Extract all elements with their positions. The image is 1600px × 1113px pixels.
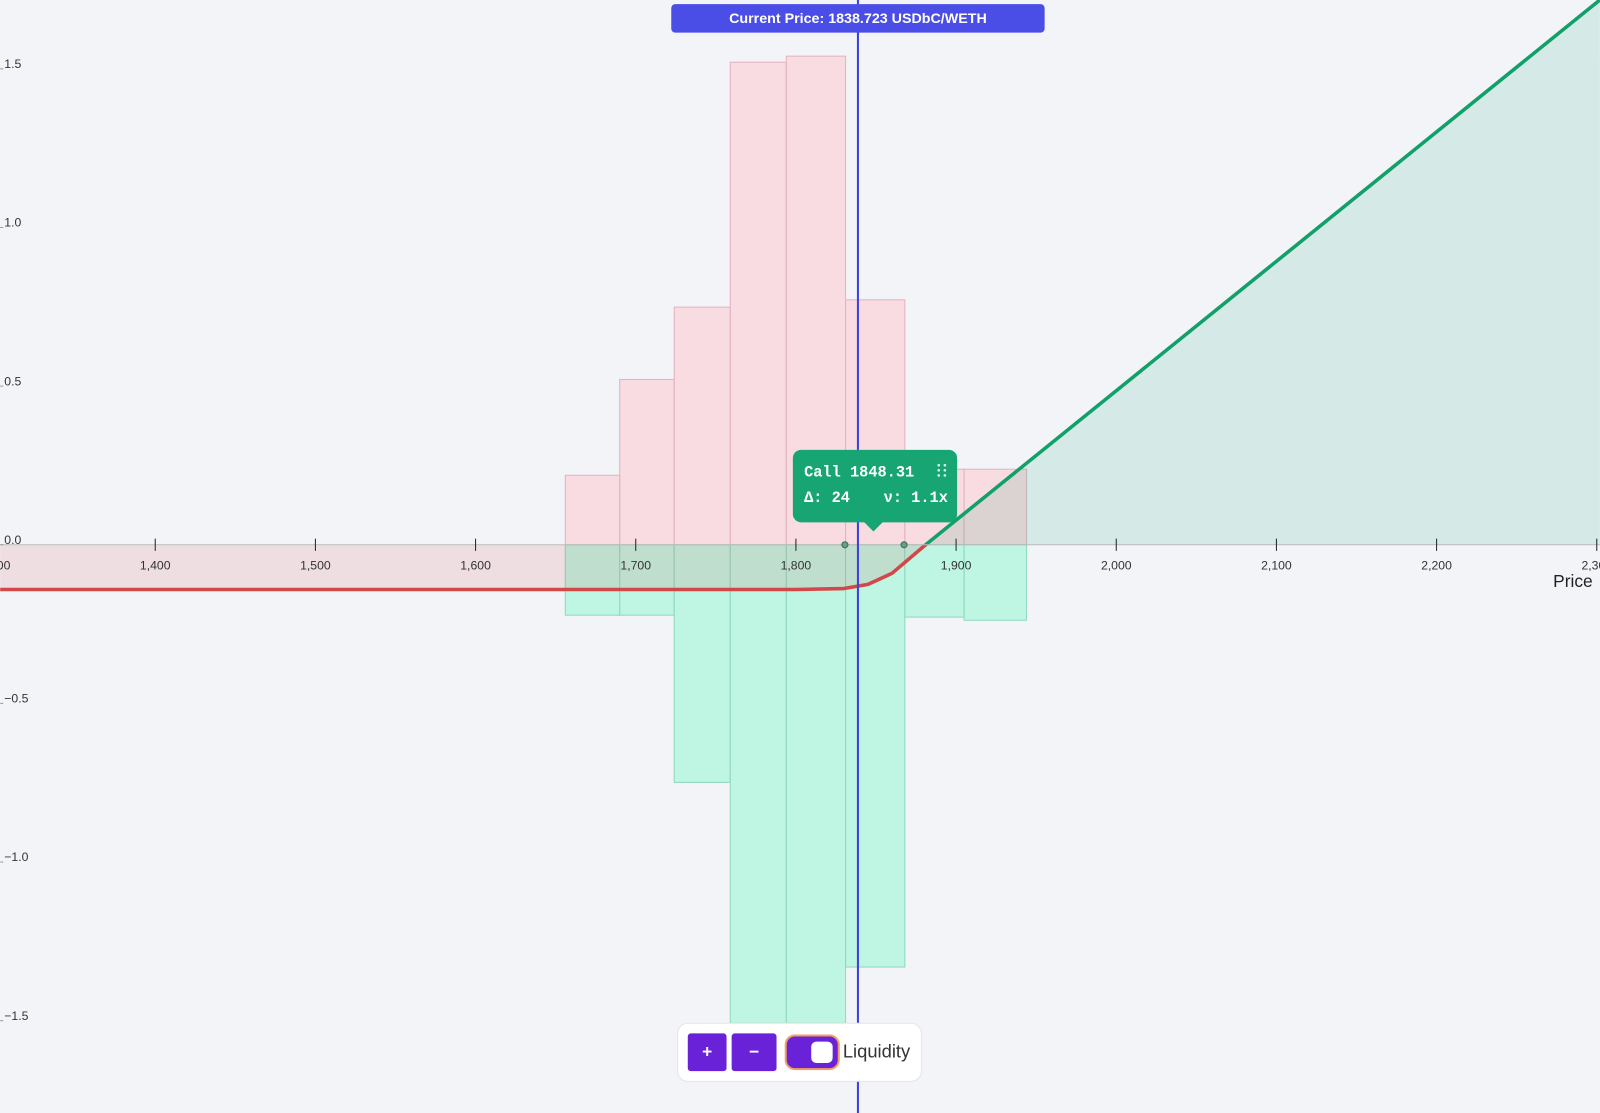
toggle-label: Liquidity	[843, 1041, 911, 1062]
handle[interactable]	[841, 541, 849, 549]
bar	[729, 61, 787, 546]
x-tick-label: 1,500	[300, 558, 331, 572]
bar	[619, 544, 675, 616]
tooltip-delta: Δ: 24	[804, 489, 850, 507]
x-tick-label: 1,400	[140, 558, 171, 572]
bar	[673, 306, 731, 546]
x-tick-label: 1,300	[0, 558, 11, 572]
tooltip: Call 1848.31 Δ: 24 ν: 1.1x	[792, 449, 958, 549]
current-price: Current Price: 1838.723 USDbC/WETH	[671, 0, 1045, 1113]
zoom-out-label: −	[749, 1041, 759, 1061]
current-price-label: Current Price: 1838.723 USDbC/WETH	[729, 11, 987, 27]
bar	[845, 544, 906, 968]
payoff-line	[0, 543, 927, 592]
bar	[785, 544, 847, 1024]
toggle-knob	[811, 1041, 833, 1064]
payoff-line	[924, 0, 1600, 547]
y-tick-label: −0.5	[4, 692, 28, 706]
tooltip-pointer	[863, 521, 884, 532]
y-tick-label: 1.0	[4, 216, 21, 230]
y-tick-label: 0.5	[4, 374, 21, 388]
x-tick-label: 1,600	[460, 558, 491, 572]
zoom-out-button[interactable]	[731, 1033, 777, 1072]
x-tick-label: 2,200	[1421, 558, 1452, 572]
zoom-in-button[interactable]	[687, 1033, 727, 1072]
bar	[729, 544, 787, 1024]
handle[interactable]	[900, 541, 908, 549]
x-axis-title: Price	[1553, 571, 1592, 591]
current-price-banner	[671, 4, 1045, 33]
tooltip-vega: ν: 1.1x	[884, 489, 948, 507]
bar	[963, 544, 1028, 621]
x-tick-label: 2,300	[1581, 558, 1600, 572]
x-tick-label: 1,700	[620, 558, 651, 572]
payoff-area	[0, 544, 926, 590]
y-tick-label: 0.0	[4, 533, 21, 547]
y-tick-label: 1.5	[4, 57, 21, 71]
x-tick-label: 1,800	[781, 558, 812, 572]
x-tick-label: 2,100	[1261, 558, 1292, 572]
y-tick-label: −1.0	[4, 850, 28, 864]
bar	[564, 544, 621, 616]
lines	[0, 0, 1600, 592]
controls: + − Liquidity	[677, 1022, 922, 1082]
y-tick-label: −1.5	[4, 1009, 28, 1023]
zoom-in-label: +	[702, 1041, 712, 1061]
x-tick-label: 1,900	[941, 558, 972, 572]
x-tick-label: 2,000	[1101, 558, 1132, 572]
axes: 1,300 1,400 1,500 1,600 1,700 1,800 1,900 2,000…	[0, 57, 1600, 1023]
drag-icon[interactable]	[937, 463, 947, 477]
tooltip-title: Call 1848.31	[804, 463, 914, 481]
tooltip-box	[792, 449, 958, 523]
bar	[564, 474, 621, 546]
bar	[619, 378, 675, 546]
